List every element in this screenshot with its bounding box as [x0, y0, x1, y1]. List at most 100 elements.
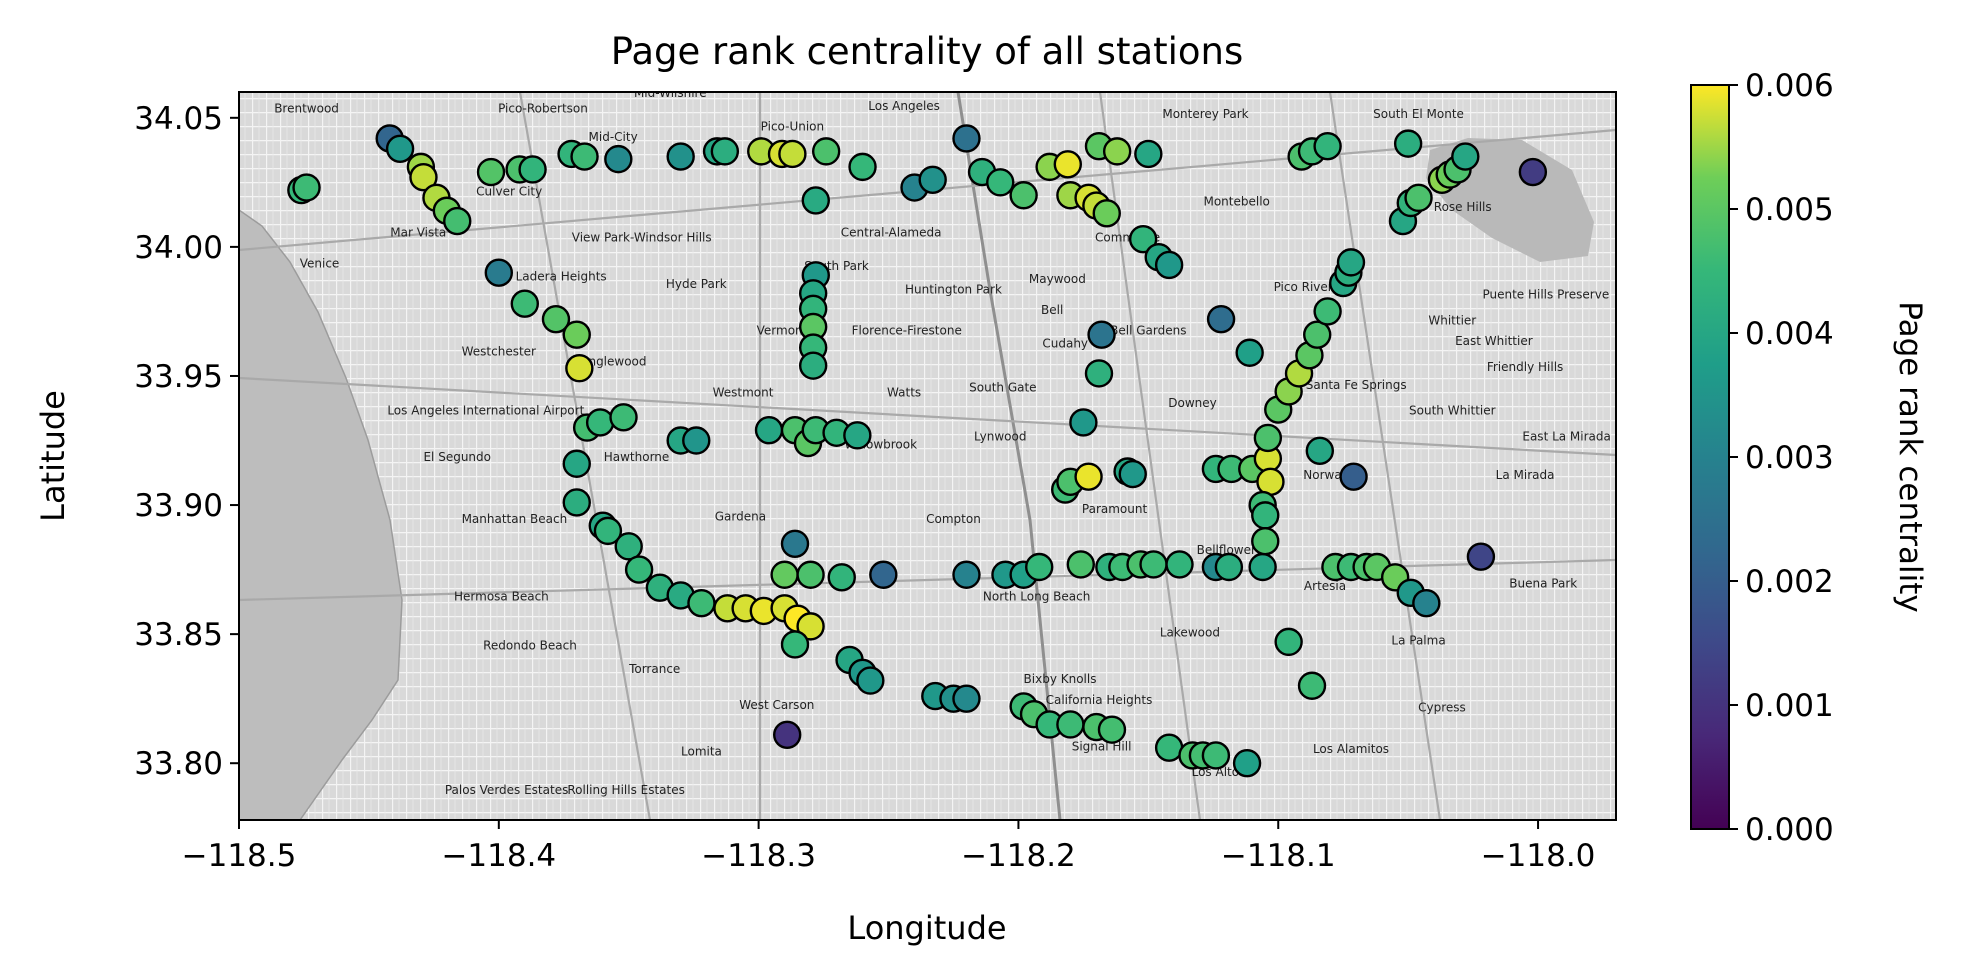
x-axis-label: Longitude: [847, 909, 1006, 947]
basemap-labels: Brentwood Pico-Robertson Mid-Wilshire Los A…: [274, 92, 1611, 797]
station-point: [1305, 436, 1335, 466]
station-point: [541, 304, 571, 334]
station-point: [848, 152, 877, 182]
map-place-label: South Whittier: [1409, 404, 1496, 418]
map-place-label: Vermont: [757, 324, 808, 338]
colorbar-tick-label: 0.004: [1745, 316, 1834, 352]
map-place-label: Hermosa Beach: [454, 590, 549, 604]
station-point: [1092, 199, 1121, 228]
y-tick-label: 33.95: [134, 359, 223, 395]
colorbar-tick-label: 0.002: [1745, 564, 1834, 600]
map-place-label: Ladera Heights: [516, 269, 607, 283]
station-point: [614, 532, 643, 561]
station-point: [1248, 552, 1277, 582]
station-point: [1451, 142, 1480, 171]
map-place-label: Pico Rivera: [1274, 280, 1341, 294]
map-place-label: Compton: [926, 512, 981, 526]
station-point: [843, 421, 872, 450]
map-place-label: Lomita: [681, 744, 722, 758]
map-place-label: Torrance: [628, 662, 680, 676]
map-place-label: Monterey Park: [1162, 107, 1248, 121]
station-point: [811, 137, 841, 166]
map-place-label: Mar Vista: [390, 226, 446, 240]
map-place-label: Central-Alameda: [841, 226, 942, 240]
map-place-label: Rose Hills: [1434, 200, 1492, 214]
x-tick-label: −118.1: [1221, 838, 1336, 874]
station-point: [1313, 297, 1342, 326]
map-place-label: Venice: [300, 257, 340, 271]
map-place-label: El Segundo: [423, 450, 491, 464]
station-point: [682, 426, 711, 455]
colorbar-tick-label: 0.005: [1745, 192, 1834, 228]
station-point: [570, 142, 599, 171]
station-point: [1232, 749, 1262, 778]
map-place-label: Lakewood: [1160, 626, 1220, 640]
station-point: [952, 124, 981, 153]
station-point: [510, 289, 539, 318]
map-place-label: Huntington Park: [905, 282, 1002, 296]
station-point: [409, 162, 438, 192]
x-tick-label: −118.2: [961, 838, 1076, 874]
map-place-label: Maywood: [1029, 272, 1086, 286]
colorbar: 0.000 0.001 0.002 0.003 0.004 0.005 0.006 Page…: [1690, 68, 1928, 848]
station-point: [1087, 320, 1116, 349]
station-point: [710, 137, 740, 166]
ocean-area: [239, 209, 403, 820]
y-tick-label: 34.05: [134, 101, 223, 137]
station-point: [780, 529, 810, 558]
station-point: [1339, 462, 1368, 491]
map-place-label: California Heights: [1046, 693, 1153, 707]
station-point: [1118, 459, 1147, 489]
station-point: [986, 168, 1015, 197]
station-point: [1069, 408, 1098, 437]
station-point: [593, 516, 623, 546]
station-point: [1134, 139, 1163, 169]
station-point: [918, 165, 947, 194]
station-point: [1084, 359, 1114, 388]
station-point: [1206, 304, 1236, 334]
station-point: [1097, 715, 1127, 744]
station-point: [1154, 733, 1184, 762]
station-point: [1009, 181, 1038, 210]
station-point: [1066, 550, 1095, 579]
colorbar-tick-label: 0.001: [1745, 688, 1834, 724]
station-point: [952, 684, 981, 713]
station-point: [1336, 248, 1366, 277]
x-tick-label: −118.5: [182, 838, 297, 874]
map-place-label: East Whittier: [1455, 334, 1533, 348]
chart-title: Page rank centrality of all stations: [611, 30, 1244, 73]
map-place-label: Westchester: [462, 344, 536, 358]
station-point: [1056, 710, 1085, 739]
map-place-label: Cypress: [1418, 701, 1466, 715]
station-point: [1102, 137, 1132, 166]
station-point: [796, 560, 825, 589]
station-point: [562, 488, 591, 517]
map-place-label: Watts: [887, 386, 921, 400]
map-place-label: Brentwood: [274, 102, 339, 116]
station-point: [1074, 462, 1103, 491]
map-place-label: Los Angeles International Airport: [387, 404, 584, 418]
colorbar-ticks: 0.000 0.001 0.002 0.003 0.004 0.005 0.006: [1729, 68, 1834, 848]
map-place-label: Bell: [1041, 303, 1063, 317]
plot-frame: [238, 91, 1617, 821]
station-point: [1251, 501, 1280, 530]
station-point: [827, 563, 856, 592]
station-point: [1053, 150, 1082, 179]
map-place-label: Paramount: [1082, 502, 1148, 516]
map-place-label: Bixby Knolls: [1024, 672, 1097, 686]
station-point: [798, 351, 828, 380]
station-point: [1025, 552, 1054, 582]
station-point: [1274, 627, 1303, 657]
map-place-label: Friendly Hills: [1487, 360, 1563, 374]
colorbar-tick-label: 0.000: [1745, 812, 1834, 848]
station-point: [1235, 338, 1264, 367]
station-point: [1139, 550, 1168, 579]
station-point: [1404, 183, 1433, 213]
y-tick-label: 33.80: [134, 746, 223, 782]
map-place-label: Santa Fe Springs: [1306, 378, 1407, 392]
map-place-label: Buena Park: [1509, 577, 1577, 591]
map-place-label: West Carson: [739, 698, 814, 712]
station-point: [518, 155, 547, 184]
station-point: [1201, 741, 1231, 770]
